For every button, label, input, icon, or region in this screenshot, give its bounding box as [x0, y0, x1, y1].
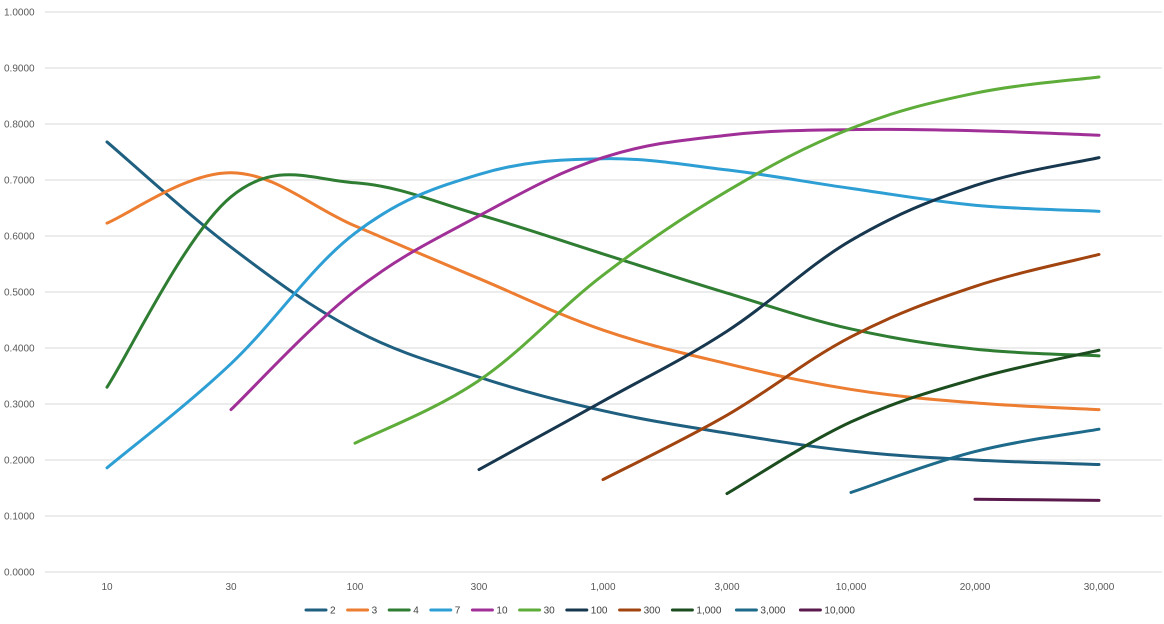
- x-tick-label: 1,000: [590, 582, 615, 593]
- y-tick-label: 0.2000: [4, 456, 35, 467]
- y-tick-label: 0.7000: [4, 176, 35, 187]
- y-tick-label: 1.0000: [4, 8, 35, 19]
- series-line-300: [601, 252, 1101, 482]
- legend-item[interactable]: 3,000: [734, 606, 786, 617]
- series-line-1000: [725, 348, 1101, 496]
- legend: 2 3 4 7 10 30 100 300 1,000 3,000 10,000: [304, 606, 855, 617]
- legend-label: 3: [372, 606, 378, 617]
- legend-item[interactable]: 100: [565, 606, 608, 617]
- gridlines: [45, 11, 1162, 573]
- y-tick-label: 0.9000: [4, 64, 35, 75]
- legend-label: 300: [644, 606, 661, 617]
- series-line-10: [229, 127, 1101, 412]
- series-line-100: [477, 156, 1101, 472]
- legend-label: 10: [496, 606, 508, 617]
- legend-item[interactable]: 4: [387, 606, 419, 617]
- legend-label: 3,000: [760, 606, 785, 617]
- legend-item[interactable]: 10: [470, 606, 508, 617]
- legend-item[interactable]: 10,000: [798, 606, 855, 617]
- y-tick-label: 0.8000: [4, 120, 35, 131]
- legend-label: 10,000: [824, 606, 855, 617]
- legend-label: 4: [413, 606, 419, 617]
- series-line-4: [105, 173, 1101, 389]
- series-line-10000: [973, 497, 1101, 502]
- x-tick-label: 10: [101, 582, 113, 593]
- y-tick-label: 0.4000: [4, 344, 35, 355]
- x-tick-label: 10,000: [836, 582, 867, 593]
- series-line-3: [105, 171, 1101, 412]
- legend-item[interactable]: 30: [518, 606, 556, 617]
- legend-label: 1,000: [696, 606, 721, 617]
- legend-item[interactable]: 3: [346, 606, 378, 617]
- series-line-30: [353, 75, 1101, 445]
- x-tick-label: 3,000: [714, 582, 739, 593]
- x-axis-tick-labels: 10 30 100 300 1,000 3,000 10,000 20,000 30,000: [101, 582, 1114, 593]
- legend-label: 30: [544, 606, 556, 617]
- x-tick-label: 300: [471, 582, 488, 593]
- legend-item[interactable]: 300: [618, 606, 661, 617]
- y-tick-label: 0.3000: [4, 400, 35, 411]
- x-tick-label: 30: [225, 582, 237, 593]
- legend-item[interactable]: 1,000: [670, 606, 722, 617]
- legend-item[interactable]: 7: [429, 606, 461, 617]
- legend-item[interactable]: 2: [304, 606, 336, 617]
- y-tick-label: 0.0000: [4, 568, 35, 579]
- y-tick-label: 0.1000: [4, 512, 35, 523]
- y-tick-label: 0.5000: [4, 288, 35, 299]
- legend-label: 7: [455, 606, 461, 617]
- x-tick-label: 100: [347, 582, 364, 593]
- legend-label: 100: [591, 606, 608, 617]
- series-line-3000: [849, 427, 1101, 494]
- y-tick-label: 0.6000: [4, 232, 35, 243]
- legend-label: 2: [330, 606, 336, 617]
- series-lines: [105, 75, 1101, 502]
- series-line-2: [105, 140, 1101, 466]
- series-line-7: [105, 157, 1101, 470]
- x-tick-label: 30,000: [1084, 582, 1115, 593]
- x-tick-label: 20,000: [960, 582, 991, 593]
- y-axis-tick-labels: 0.0000 0.1000 0.2000 0.3000 0.4000 0.5000 0.60…: [4, 8, 35, 579]
